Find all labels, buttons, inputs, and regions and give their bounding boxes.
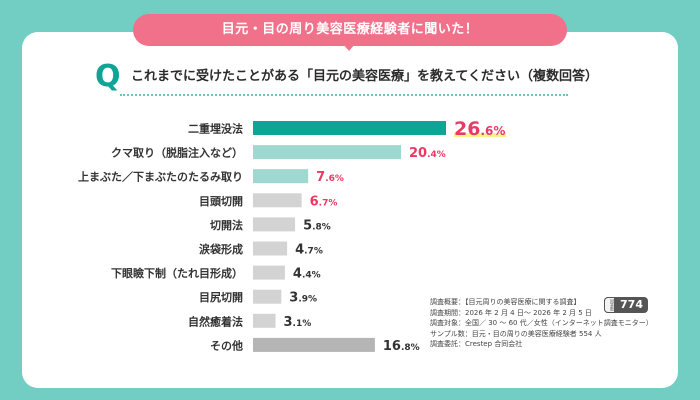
- category-label: 目頭切開: [199, 195, 243, 208]
- value-label-decimal: .8%: [312, 222, 331, 232]
- value-label-decimal: .6%: [325, 174, 344, 184]
- value-label: 4.4%: [293, 267, 321, 282]
- value-label-integer: 20: [409, 146, 427, 161]
- response-count-value: 774: [620, 298, 643, 311]
- value-label: 4.7%: [295, 243, 323, 258]
- survey-line-period: 調査期間：2026 年 2 月 4 日～ 2026 年 2 月 5 日: [430, 308, 592, 317]
- value-highlight: [454, 133, 506, 137]
- value-label: 6.7%: [310, 194, 338, 209]
- category-label: 下眼瞼下制（たれ目形成）: [111, 266, 243, 280]
- title-banner: 目元・目の周り美容医療経験者に聞いた！: [133, 14, 567, 46]
- bar: [253, 313, 276, 328]
- value-label: 5.8%: [303, 218, 331, 233]
- value-label-integer: 4: [293, 267, 302, 282]
- value-label-integer: 16: [383, 339, 401, 354]
- survey-line-contractor: 調査委託：Crestep 合同会社: [430, 340, 523, 348]
- value-label-integer: 3: [283, 315, 292, 330]
- question-letter: Q: [95, 59, 121, 94]
- value-label: 26.6%: [454, 118, 505, 140]
- bar: [253, 337, 375, 352]
- category-label: 涙袋形成: [199, 242, 243, 256]
- survey-line-sample: サンプル数：目元・目の周りの美容医療経験者 554 人: [430, 329, 602, 338]
- bar: [253, 217, 296, 232]
- survey-line-target: 調査対象：全国／ 30 ～ 60 代／女性（インターネット調査モニター）: [430, 319, 653, 327]
- dotted-divider: [120, 94, 568, 96]
- category-label: クマ取り（脱脂注入など）: [111, 146, 243, 160]
- value-label: 3.9%: [289, 291, 317, 306]
- category-label: 自然癒着法: [188, 314, 243, 328]
- category-label: 上まぶた／下まぶたのたるみ取り: [78, 170, 243, 184]
- bar: [253, 121, 446, 135]
- value-label-integer: 6: [310, 194, 319, 209]
- value-label: 20.4%: [409, 146, 446, 161]
- category-label: その他: [210, 338, 243, 352]
- value-label-integer: 4: [295, 243, 304, 258]
- value-label-integer: 5: [303, 218, 312, 233]
- value-label-decimal: .1%: [293, 319, 312, 329]
- content-card: [22, 32, 678, 388]
- response-count-badge: 回答数 774: [604, 297, 648, 313]
- category-label: 目尻切開: [199, 291, 243, 304]
- value-label-decimal: .9%: [298, 295, 317, 305]
- value-label-integer: 7: [316, 170, 325, 185]
- value-label-integer: 26: [454, 118, 480, 140]
- question-text: これまでに受けたことがある「目元の美容医療」を教えてください（複数回答）: [131, 69, 598, 84]
- survey-notes: 調査概要：【目元周りの美容医療に関する調査】 調査期間：2026 年 2 月 4…: [430, 297, 653, 350]
- value-label-decimal: .7%: [304, 247, 323, 257]
- survey-line-overview: 調査概要：【目元周りの美容医療に関する調査】: [430, 298, 581, 306]
- value-label-decimal: .4%: [427, 150, 446, 160]
- response-count-label: 回答数: [604, 297, 615, 313]
- value-label-decimal: .8%: [401, 343, 420, 353]
- bar: [253, 169, 309, 184]
- value-label-integer: 3: [289, 291, 298, 306]
- banner-pointer: [343, 44, 355, 51]
- category-label: 二重埋没法: [188, 122, 243, 136]
- bar: [253, 145, 402, 160]
- bar: [253, 289, 282, 304]
- value-label-decimal: .4%: [302, 271, 321, 281]
- bar: [253, 193, 302, 208]
- value-label-decimal: .6%: [480, 124, 505, 138]
- value-label: 16.8%: [383, 339, 420, 354]
- category-label: 切開法: [210, 218, 243, 232]
- value-label-decimal: .7%: [319, 198, 338, 208]
- value-label: 7.6%: [316, 170, 344, 185]
- bar: [253, 265, 285, 280]
- bar: [253, 241, 288, 256]
- value-label: 3.1%: [283, 315, 311, 330]
